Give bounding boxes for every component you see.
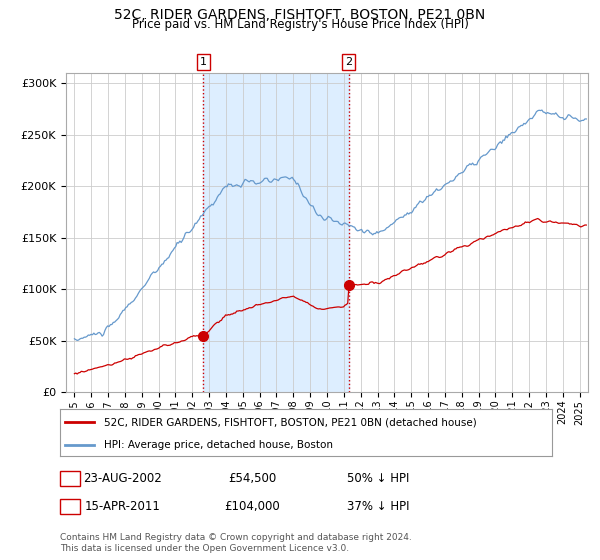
Text: 23-AUG-2002: 23-AUG-2002 xyxy=(83,472,163,485)
Text: 2: 2 xyxy=(66,500,74,513)
Text: 37% ↓ HPI: 37% ↓ HPI xyxy=(347,500,409,513)
Text: 52C, RIDER GARDENS, FISHTOFT, BOSTON, PE21 0BN (detached house): 52C, RIDER GARDENS, FISHTOFT, BOSTON, PE… xyxy=(104,417,477,427)
Text: 2: 2 xyxy=(345,57,352,67)
Text: 50% ↓ HPI: 50% ↓ HPI xyxy=(347,472,409,485)
Text: Price paid vs. HM Land Registry's House Price Index (HPI): Price paid vs. HM Land Registry's House … xyxy=(131,18,469,31)
Text: 52C, RIDER GARDENS, FISHTOFT, BOSTON, PE21 0BN: 52C, RIDER GARDENS, FISHTOFT, BOSTON, PE… xyxy=(115,8,485,22)
Text: 1: 1 xyxy=(200,57,207,67)
Text: 1: 1 xyxy=(66,472,74,485)
Text: HPI: Average price, detached house, Boston: HPI: Average price, detached house, Bost… xyxy=(104,440,333,450)
Text: Contains HM Land Registry data © Crown copyright and database right 2024.
This d: Contains HM Land Registry data © Crown c… xyxy=(60,533,412,553)
Text: £104,000: £104,000 xyxy=(224,500,280,513)
Bar xyxy=(203,73,349,392)
Text: £54,500: £54,500 xyxy=(228,472,276,485)
Text: 15-APR-2011: 15-APR-2011 xyxy=(85,500,161,513)
